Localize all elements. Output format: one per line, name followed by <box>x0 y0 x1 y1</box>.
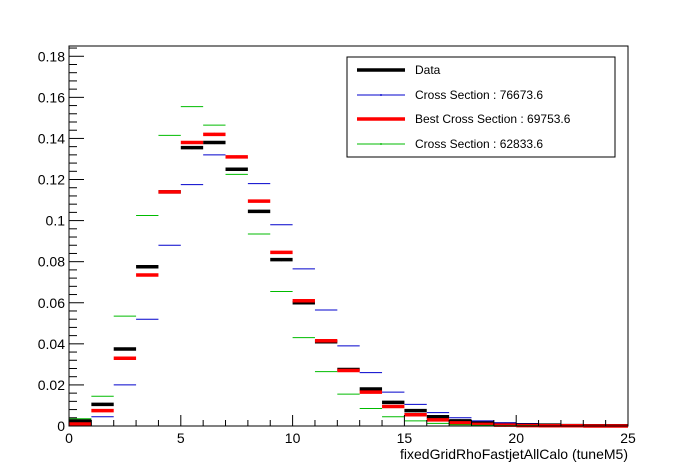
y-tick-label: 0 <box>57 418 65 434</box>
y-tick-label: 0.04 <box>38 336 65 352</box>
y-tick-label: 0.18 <box>38 48 65 64</box>
legend-label: Cross Section : 76673.6 <box>415 88 543 102</box>
legend-label: Best Cross Section : 69753.6 <box>415 112 571 126</box>
legend-box <box>346 56 616 158</box>
y-tick-label: 0.12 <box>38 172 65 188</box>
y-tick-label: 0.08 <box>38 254 65 270</box>
y-tick-label: 0.14 <box>38 130 65 146</box>
legend-label: Cross Section : 62833.6 <box>415 137 543 151</box>
y-tick-label: 0.06 <box>38 295 65 311</box>
x-tick-label: 5 <box>177 430 185 446</box>
x-tick-label: 20 <box>508 430 524 446</box>
legend-label: Data <box>415 63 441 77</box>
y-tick-label: 0.1 <box>46 213 66 229</box>
legend: Data Cross Section : 76673.6 Best Cross Se… <box>346 56 616 158</box>
y-tick-label: 0.02 <box>38 377 65 393</box>
x-tick-label: 10 <box>285 430 301 446</box>
axes-layer: 0 5 10 15 20 25 0 0.02 0.04 0.06 0.08 0.1 0.12 0.14 0.… <box>38 47 636 446</box>
x-tick-label: 15 <box>397 430 413 446</box>
x-tick-label: 0 <box>65 430 73 446</box>
x-tick-label: 25 <box>620 430 636 446</box>
y-tick-label: 0.16 <box>38 89 65 105</box>
plot-frame <box>68 45 629 427</box>
x-axis-title: fixedGridRhoFastjetAllCalo (tuneM5) <box>400 446 628 462</box>
